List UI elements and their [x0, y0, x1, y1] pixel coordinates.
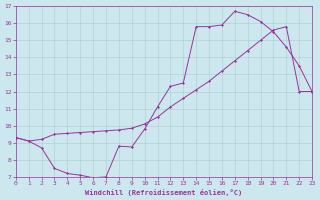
X-axis label: Windchill (Refroidissement éolien,°C): Windchill (Refroidissement éolien,°C): [85, 189, 243, 196]
